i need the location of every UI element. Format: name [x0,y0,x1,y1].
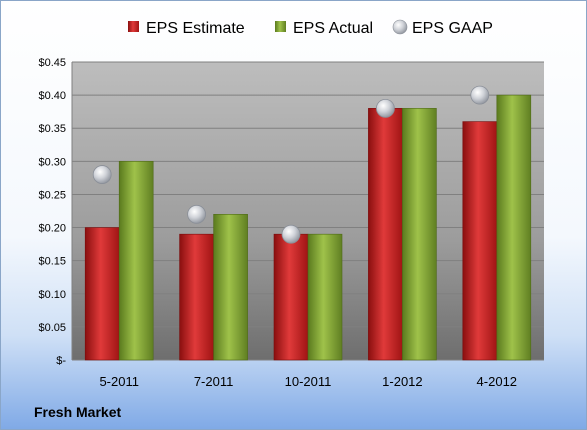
y-tick-label: $0.15 [38,256,66,268]
legend: EPS Estimate EPS Actual EPS GAAP [128,19,493,37]
actual-bar [402,108,437,361]
legend-actual: EPS Actual [275,20,373,37]
legend-gaap-label: EPS GAAP [412,20,493,37]
company-label: Fresh Market [34,404,121,420]
gaap-point [470,85,490,105]
y-tick-label: $0.45 [38,57,66,69]
x-category-label: 5-2011 [99,374,139,389]
y-tick-label: $0.05 [38,322,66,334]
actual-bar [213,214,248,361]
estimate-bar [462,121,498,361]
y-tick-label: $- [56,355,66,367]
estimate-bar [84,227,120,361]
legend-estimate: EPS Estimate [128,20,245,37]
estimate-bar [368,108,403,361]
gaap-point [92,165,112,184]
x-category-label: 7-2011 [194,374,234,389]
y-tick-label: $0.30 [38,156,66,168]
y-axis: $0.45 $0.40 $0.35 $0.30 $0.25 $0.20 $0.15 $0.10… [38,57,73,367]
bars [84,94,532,361]
actual-bar [118,161,154,361]
x-category-label: 10-2011 [285,374,332,389]
legend-gaap-swatch [392,19,408,35]
y-tick-label: $0.10 [38,289,66,301]
x-axis: 5-2011 7-2011 10-2011 1-2012 4-2012 [99,374,517,389]
gaap-point [187,204,207,224]
legend-estimate-label: EPS Estimate [146,20,245,37]
actual-bar [307,233,343,361]
y-tick-label: $0.25 [38,189,66,201]
x-category-label: 4-2012 [477,374,517,389]
legend-gaap: EPS GAAP [392,19,493,37]
y-tick-label: $0.35 [38,123,66,135]
legend-actual-swatch [275,21,286,32]
y-tick-label: $0.20 [38,223,66,235]
gaap-point [281,224,301,244]
legend-estimate-swatch [128,21,139,32]
gaap-points [92,85,490,244]
y-tick-label: $0.40 [38,90,66,102]
legend-actual-label: EPS Actual [293,20,373,37]
estimate-bar [273,233,309,361]
actual-bar [496,94,532,361]
estimate-bar [179,233,214,361]
gaap-point [375,98,395,118]
x-category-label: 1-2012 [382,374,422,389]
